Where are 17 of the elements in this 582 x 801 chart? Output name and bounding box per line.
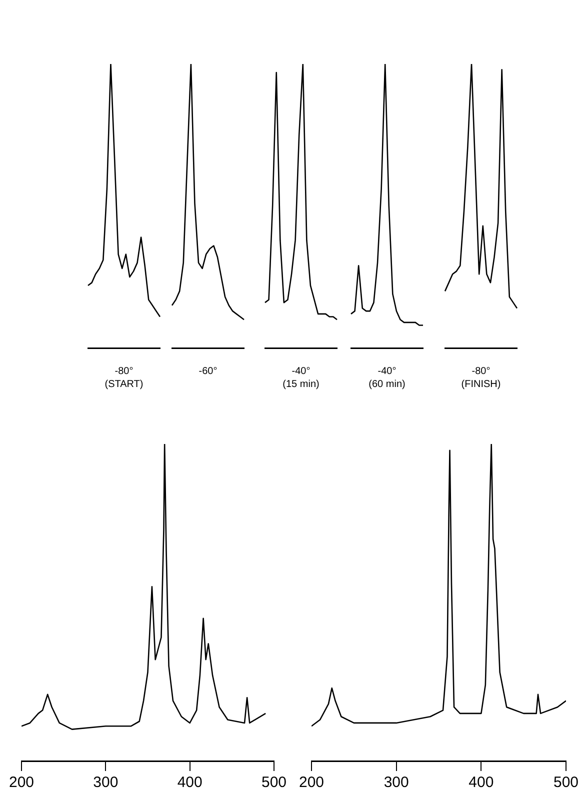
x-tick-label: 300	[384, 774, 409, 792]
text: (FINISH)	[460, 379, 502, 390]
text: -40°	[376, 366, 398, 377]
text: -60°	[198, 366, 218, 377]
text: (START)	[104, 379, 144, 390]
x-tick-label: 400	[468, 774, 494, 792]
text: (60 min)	[368, 379, 406, 390]
text: -40°	[290, 366, 312, 377]
text: -80°	[114, 366, 134, 377]
text: (15 min)	[282, 379, 320, 390]
x-tick-label: 400	[177, 774, 202, 792]
x-tick-label: 300	[93, 774, 118, 792]
text: -80°	[470, 366, 492, 377]
x-tick-label: 500	[553, 774, 579, 792]
x-tick-label: 200	[299, 774, 324, 792]
x-tick-label: 200	[9, 774, 34, 792]
x-tick-label: 500	[261, 774, 287, 792]
